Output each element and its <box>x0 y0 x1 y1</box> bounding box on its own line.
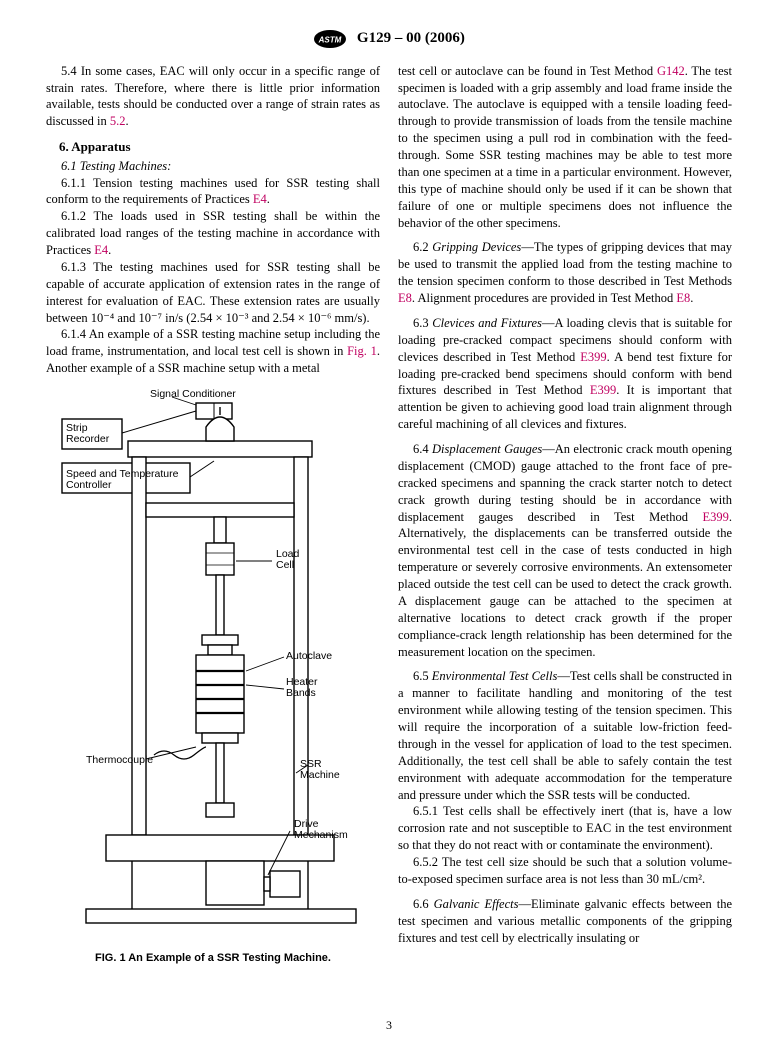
page-header: ASTM G129 – 00 (2006) <box>46 28 732 49</box>
para-6-3-num: 6.3 <box>413 316 432 330</box>
para-6-1-1-end: . <box>267 192 270 206</box>
xref-e4-a[interactable]: E4 <box>253 192 267 206</box>
page: ASTM G129 – 00 (2006) 5.4 In some cases,… <box>0 0 778 1041</box>
two-column-body: 5.4 In some cases, EAC will only occur i… <box>46 63 732 998</box>
para-6-6: 6.6 Galvanic Effects—Eliminate galvanic … <box>398 896 732 947</box>
para-6-4-num: 6.4 <box>413 442 432 456</box>
para-6-5-2: 6.5.2 The test cell size should be such … <box>398 854 732 888</box>
para-6-1-text: 6.1 Testing Machines: <box>61 159 171 173</box>
section-6-heading: 6. Apparatus <box>46 138 380 156</box>
para-6-1-2-end: . <box>108 243 111 257</box>
para-6-1: 6.1 Testing Machines: <box>46 158 380 175</box>
para-5-4-text: 5.4 In some cases, EAC will only occur i… <box>46 64 380 129</box>
xref-fig-1[interactable]: Fig. 1 <box>347 344 377 358</box>
para-6-3-head: Clevices and Fixtures <box>432 316 542 330</box>
page-number: 3 <box>0 1017 778 1033</box>
para-6-2-num: 6.2 <box>413 240 432 254</box>
xref-g142[interactable]: G142 <box>657 64 685 78</box>
para-5-4-end: . <box>126 114 129 128</box>
para-6-5-head: Environmental Test Cells <box>432 669 558 683</box>
para-6-4-c: . Alternatively, the displacements can b… <box>398 510 732 659</box>
label-signal-cond: Signal Conditioner <box>150 388 236 400</box>
xref-e399-c[interactable]: E399 <box>702 510 728 524</box>
xref-5-2[interactable]: 5.2 <box>110 114 126 128</box>
figure-1: StripRecorder Signal Conditioner Speed a… <box>46 385 380 966</box>
para-6-5-1: 6.5.1 Test cells shall be effectively in… <box>398 803 732 854</box>
para-6-6-num: 6.6 <box>413 897 434 911</box>
designation-text: G129 – 00 (2006) <box>357 28 465 48</box>
xref-e399-a[interactable]: E399 <box>580 350 606 364</box>
label-thermocouple: Thermocouple <box>86 754 153 766</box>
label-drive-mech: DriveMechanism <box>294 818 348 841</box>
para-6-4: 6.4 Displacement Gauges—An electronic cr… <box>398 441 732 660</box>
para-6-2-d: . <box>690 291 693 305</box>
para-6-2-c: . Alignment procedures are provided in T… <box>412 291 676 305</box>
para-6-6-head: Galvanic Effects <box>434 897 519 911</box>
para-6-5-b: —Test cells shall be constructed in a ma… <box>398 669 732 801</box>
para-col2-top-b: . The test specimen is loaded with a gri… <box>398 64 732 230</box>
para-col2-top-a: test cell or autoclave can be found in T… <box>398 64 657 78</box>
xref-e399-b[interactable]: E399 <box>590 383 616 397</box>
xref-e8-a[interactable]: E8 <box>398 291 412 305</box>
para-6-1-1-text: 6.1.1 Tension testing machines used for … <box>46 176 380 207</box>
para-6-1-1: 6.1.1 Tension testing machines used for … <box>46 175 380 209</box>
ssr-machine-diagram: StripRecorder Signal Conditioner Speed a… <box>46 385 374 940</box>
figure-1-caption: FIG. 1 An Example of a SSR Testing Machi… <box>46 951 380 966</box>
para-6-3: 6.3 Clevices and Fixtures—A loading clev… <box>398 315 732 433</box>
xref-e8-b[interactable]: E8 <box>676 291 690 305</box>
para-5-4: 5.4 In some cases, EAC will only occur i… <box>46 63 380 131</box>
para-6-1-2: 6.1.2 The loads used in SSR testing shal… <box>46 208 380 259</box>
para-6-1-4: 6.1.4 An example of a SSR testing machin… <box>46 326 380 377</box>
para-6-1-3: 6.1.3 The testing machines used for SSR … <box>46 259 380 327</box>
label-ssr-machine: SSRMachine <box>300 758 340 781</box>
para-6-2-head: Gripping Devices <box>432 240 521 254</box>
label-autoclave: Autoclave <box>286 650 332 662</box>
para-6-1-4-text: 6.1.4 An example of a SSR testing machin… <box>46 327 380 358</box>
para-6-2: 6.2 Gripping Devices—The types of grippi… <box>398 239 732 307</box>
para-6-5: 6.5 Environmental Test Cells—Test cells … <box>398 668 732 803</box>
astm-logo-icon: ASTM <box>313 29 347 49</box>
label-heater-bands: HeaterBands <box>286 676 318 699</box>
para-6-4-head: Displacement Gauges <box>432 442 542 456</box>
para-col2-top: test cell or autoclave can be found in T… <box>398 63 732 232</box>
para-6-5-num: 6.5 <box>413 669 432 683</box>
xref-e4-b[interactable]: E4 <box>94 243 108 257</box>
svg-text:ASTM: ASTM <box>318 35 342 44</box>
